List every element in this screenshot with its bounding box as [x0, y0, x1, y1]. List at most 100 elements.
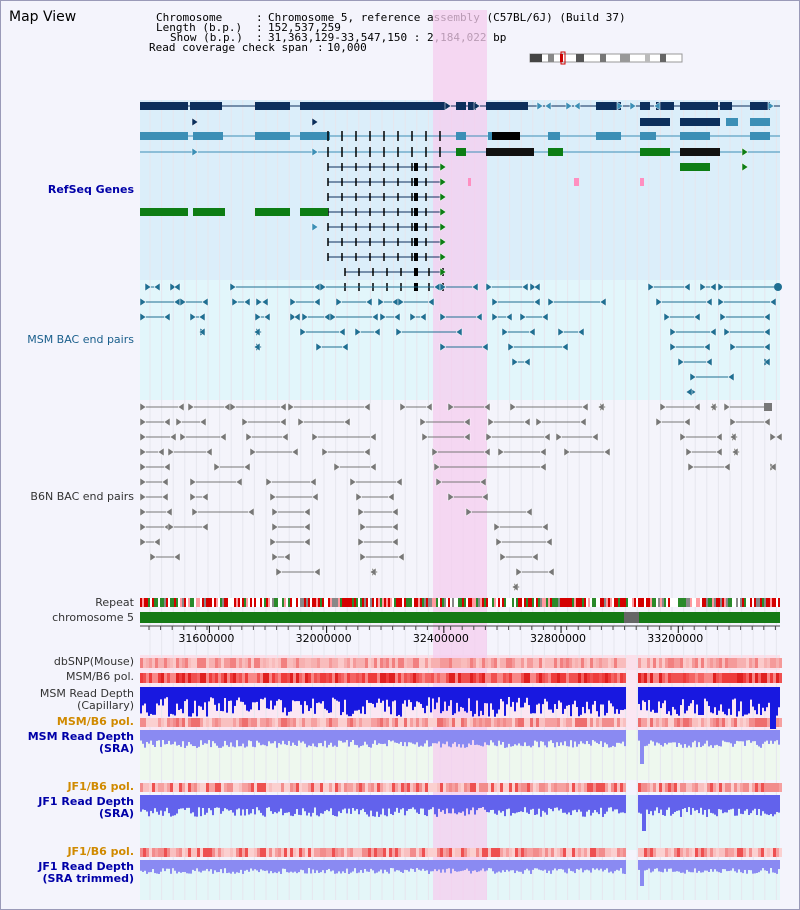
- jf1-trim-depth-bar: [156, 860, 158, 874]
- track-label-chromosome[interactable]: chromosome 5: [52, 611, 134, 624]
- jf1-pol-cell: [305, 783, 308, 792]
- jf1-pol2-cell: [356, 848, 359, 857]
- repeat-element: [422, 598, 424, 607]
- msm-sra-depth-bar: [298, 730, 300, 741]
- jf1-trim-depth-bar: [298, 860, 300, 873]
- repeat-element: [358, 598, 360, 607]
- dbsnp-cell: [323, 658, 326, 668]
- dbsnp-cell: [542, 658, 545, 668]
- arrow-icon: [447, 402, 455, 412]
- jf1-trim-depth-bar: [578, 860, 580, 870]
- arrow-icon: [279, 402, 287, 412]
- jf1-pol-cell: [758, 783, 761, 792]
- repeat-element: [322, 598, 324, 607]
- jf1-depth-bar: [722, 795, 724, 814]
- jf1-pol-cell: [569, 783, 572, 792]
- jf1-pol2-cell: [725, 848, 728, 857]
- jf1-trim-depth-bar: [342, 860, 344, 872]
- dbsnp-cell: [461, 658, 464, 668]
- jf1-trim-depth-bar: [750, 860, 752, 871]
- track-label-jf1-pol-1[interactable]: JF1/B6 pol.: [67, 780, 134, 793]
- dbsnp-cell: [356, 658, 359, 668]
- jf1-pol2-cell: [332, 848, 335, 857]
- msm-pol-cell: [713, 673, 716, 683]
- arrow-icon: [655, 297, 663, 307]
- jf1-trim-depth-bar: [604, 860, 606, 870]
- jf1-depth-bar: [570, 795, 572, 816]
- dbsnp-cell: [149, 658, 152, 668]
- jf1-pol-cell: [479, 783, 482, 792]
- track-label-msm-pol-1[interactable]: MSM/B6 pol.: [66, 670, 134, 683]
- msm-cap-depth-bar: [200, 687, 202, 707]
- track-label-msm-pol-2[interactable]: MSM/B6 pol.: [56, 715, 134, 728]
- track-label-jf1-trim[interactable]: JF1 Read Depth: [38, 860, 134, 873]
- jf1-pol2-cell: [314, 848, 317, 857]
- msm-pol-cell: [326, 673, 329, 683]
- jf1-pol2-cell: [242, 848, 245, 857]
- jf1-trim-depth-bar: [246, 860, 248, 870]
- msm-pol2-cell: [581, 718, 584, 727]
- repeat-element: [628, 598, 630, 607]
- jf1-pol-cell: [221, 783, 224, 792]
- msm-cap-depth-bar: [264, 687, 266, 698]
- dbsnp-cell: [359, 658, 362, 668]
- track-label-msm-depth-cap[interactable]: MSM Read Depth: [39, 687, 134, 700]
- jf1-trim-depth-bar: [408, 860, 410, 872]
- msm-sra-depth-bar: [278, 730, 280, 744]
- exon: [680, 132, 710, 140]
- msm-sra-depth-bar: [528, 730, 530, 746]
- track-label-repeat[interactable]: Repeat: [95, 596, 134, 609]
- jf1-pol-cell: [206, 783, 209, 792]
- msm-cap-depth-bar: [224, 687, 226, 699]
- arrow-icon: [231, 297, 239, 307]
- jf1-pol2-cell: [296, 848, 299, 857]
- track-label-b6n-bac[interactable]: B6N BAC end pairs: [30, 490, 134, 503]
- jf1-pol-cell: [215, 783, 218, 792]
- repeat-element: [328, 598, 330, 607]
- jf1-depth-bar: [640, 795, 642, 814]
- msm-sra-depth-bar: [758, 730, 760, 747]
- msm-cap-depth-bar: [172, 687, 174, 715]
- arrow-icon: [616, 101, 624, 111]
- jf1-pol-cell: [422, 783, 425, 792]
- jf1-pol2-cell: [704, 848, 707, 857]
- jf1-depth-bar: [546, 795, 548, 815]
- arrow-icon: [769, 297, 777, 307]
- dbsnp-cell: [185, 658, 188, 668]
- arrow-icon: [439, 162, 447, 172]
- repeat-element: [690, 598, 692, 607]
- msm-cap-depth-bar: [750, 687, 752, 700]
- jf1-pol2-cell: [764, 848, 767, 857]
- msm-sra-depth-bar: [504, 730, 506, 748]
- msm-pol2-cell: [485, 718, 488, 727]
- track-label-refseq[interactable]: RefSeq Genes: [47, 183, 134, 196]
- arrow-icon: [693, 312, 701, 322]
- msm-sra-depth-bar: [212, 730, 214, 742]
- arrow-icon: [397, 297, 405, 307]
- repeat-element: [622, 598, 624, 607]
- track-label-msm-depth-sra[interactable]: MSM Read Depth: [27, 730, 134, 743]
- jf1-depth-bar: [246, 795, 248, 810]
- track-label-dbsnp[interactable]: dbSNP(Mouse): [53, 655, 134, 668]
- jf1-pol2-cell: [218, 848, 221, 857]
- msm-cap-depth-bar: [462, 687, 464, 708]
- jf1-pol2-cell: [263, 848, 266, 857]
- msm-cap-depth-bar: [340, 687, 342, 716]
- msm-cap-depth-bar: [380, 687, 382, 703]
- msm-pol2-cell: [164, 718, 167, 727]
- repeat-element: [508, 598, 510, 607]
- track-label-jf1-pol-2[interactable]: JF1/B6 pol.: [67, 845, 134, 858]
- msm-pol2-cell: [536, 718, 539, 727]
- jf1-depth-bar: [262, 795, 264, 816]
- jf1-trim-depth-bar: [182, 860, 184, 873]
- jf1-depth-bar: [398, 795, 400, 813]
- jf1-pol2-cell: [362, 848, 365, 857]
- repeat-element: [180, 598, 182, 607]
- jf1-depth-bar: [586, 795, 588, 812]
- repeat-element: [492, 598, 494, 607]
- track-label-jf1-depth[interactable]: JF1 Read Depth: [38, 795, 134, 808]
- msm-pol2-cell: [230, 718, 233, 727]
- track-label-msm-bac[interactable]: MSM BAC end pairs: [27, 333, 134, 346]
- arrow-icon: [521, 282, 529, 292]
